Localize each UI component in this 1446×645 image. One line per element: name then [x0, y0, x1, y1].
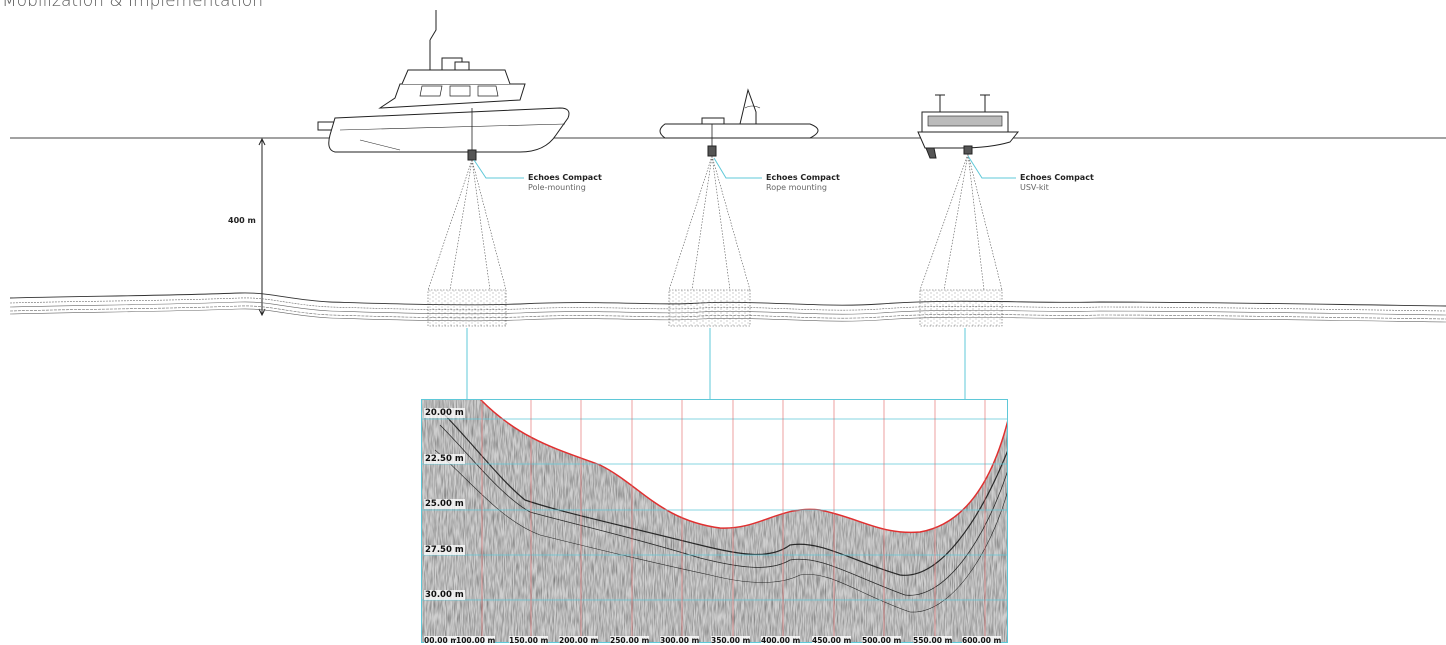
y-tick-label: 25.00 m [424, 499, 465, 509]
y-tick-label: 27.50 m [424, 545, 465, 555]
callout-mounting-type: Pole-mounting [528, 183, 586, 192]
callout-product-name: Echoes Compact [528, 173, 602, 182]
depth-indicator [258, 137, 266, 317]
y-tick-label: 20.00 m [424, 408, 465, 418]
x-tick-label: 200.00 m [559, 636, 599, 645]
x-tick-label: 500.00 m [862, 636, 902, 645]
x-tick-label: 450.00 m [812, 636, 852, 645]
y-tick-label: 22.50 m [424, 454, 465, 464]
page-title: Mobilization & Implementation [2, 0, 263, 11]
sonar-beams [427, 153, 1003, 291]
x-tick-label: 300.00 m [660, 636, 700, 645]
sonar-footprints [427, 289, 1003, 327]
usv-boat [917, 94, 1020, 159]
seabed-line [479, 399, 1008, 534]
y-tick-label: 30.00 m [424, 590, 465, 600]
inflatable-boat [659, 88, 819, 157]
callout-leaders [473, 155, 1016, 179]
profile-connectors [466, 328, 966, 399]
callout-pole-mounting: Echoes Compact Pole-mounting [528, 173, 602, 193]
depth-label: 400 m [228, 216, 256, 225]
callout-mounting-type: USV-kit [1020, 183, 1049, 192]
x-tick-label: 600.00 m [962, 636, 1002, 645]
x-tick-label: 550.00 m [913, 636, 953, 645]
x-tick-label: 400.00 m [761, 636, 801, 645]
callout-product-name: Echoes Compact [1020, 173, 1094, 182]
callout-rope-mounting: Echoes Compact Rope mounting [766, 173, 840, 193]
survey-vessel [317, 10, 570, 161]
x-tick-label: 150.00 m [509, 636, 549, 645]
grid-vertical [481, 399, 986, 643]
grid-horizontal [421, 418, 1008, 601]
x-tick-label: 350.00 m [711, 636, 751, 645]
callout-product-name: Echoes Compact [766, 173, 840, 182]
x-tick-label: 250.00 m [610, 636, 650, 645]
callout-mounting-type: Rope mounting [766, 183, 827, 192]
x-tick-label: 00.00 m [424, 636, 459, 645]
x-tick-label: 100.00 m [456, 636, 496, 645]
callout-usv-kit: Echoes Compact USV-kit [1020, 173, 1094, 193]
seismic-profile [421, 399, 1008, 643]
